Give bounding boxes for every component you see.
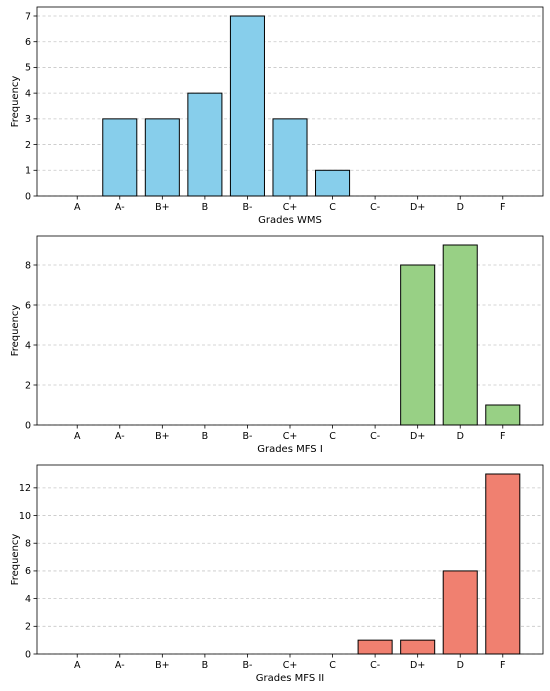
x-tick-label: C- bbox=[370, 660, 380, 671]
x-tick-label: D bbox=[457, 660, 464, 671]
bar-C+ bbox=[272, 118, 308, 197]
x-tick-label: D+ bbox=[410, 202, 425, 213]
x-tick-label: F bbox=[500, 202, 505, 213]
x-tick-label: B+ bbox=[155, 660, 169, 671]
y-tick-label: 8 bbox=[25, 539, 31, 550]
bar-F bbox=[485, 404, 521, 426]
y-tick-label: 0 bbox=[25, 191, 31, 202]
y-tick-label: 2 bbox=[25, 380, 31, 391]
y-tick-label: 7 bbox=[25, 11, 31, 22]
bar-A- bbox=[102, 118, 138, 197]
x-tick-label: F bbox=[500, 660, 505, 671]
y-tick-label: 1 bbox=[25, 166, 31, 177]
bar-D bbox=[442, 244, 478, 426]
y-tick-label: 10 bbox=[19, 511, 31, 522]
bar-B bbox=[187, 92, 223, 197]
x-tick-label: B- bbox=[242, 202, 252, 213]
bar-D+ bbox=[400, 264, 436, 426]
y-tick-label: 6 bbox=[25, 566, 31, 577]
y-tick-label: 3 bbox=[25, 114, 31, 125]
y-axis-label: Frequency bbox=[10, 534, 21, 586]
chart-panel-2: 0 2 4 6 8 A A- B+ B B- C+ C C- D+ D F Grades MFS I Freque… bbox=[10, 235, 544, 455]
bar-F bbox=[485, 473, 521, 655]
y-tick-label: 2 bbox=[25, 622, 31, 633]
x-tick-label: B- bbox=[242, 431, 252, 442]
y-tick-label: 4 bbox=[25, 340, 31, 351]
y-tick-label: 0 bbox=[25, 420, 31, 431]
x-tick-label: B bbox=[202, 431, 209, 442]
x-tick-label: C- bbox=[370, 202, 380, 213]
bar-D+ bbox=[400, 639, 436, 655]
bar-C bbox=[315, 169, 351, 197]
x-tick-label: A- bbox=[115, 202, 125, 213]
y-tick-label: 4 bbox=[25, 594, 31, 605]
x-tick-label: A- bbox=[115, 660, 125, 671]
bar-B- bbox=[229, 15, 265, 197]
y-axis-label: Frequency bbox=[10, 305, 21, 357]
x-axis-label: Grades WMS bbox=[258, 215, 322, 226]
y-tick-label: 4 bbox=[25, 88, 31, 99]
bar-C- bbox=[357, 639, 393, 655]
x-tick-label: B bbox=[202, 202, 209, 213]
x-tick-label: D+ bbox=[410, 431, 425, 442]
y-tick-label: 2 bbox=[25, 140, 31, 151]
y-tick-label: 6 bbox=[25, 300, 31, 311]
x-tick-label: C bbox=[329, 431, 336, 442]
x-tick-label: D bbox=[457, 202, 464, 213]
x-tick-label: C+ bbox=[283, 431, 298, 442]
x-tick-label: A- bbox=[115, 431, 125, 442]
x-tick-label: D bbox=[457, 431, 464, 442]
x-tick-label: B bbox=[202, 660, 209, 671]
bar-D bbox=[442, 570, 478, 655]
bar-B+ bbox=[144, 118, 180, 197]
x-tick-label: A bbox=[74, 431, 81, 442]
x-tick-label: C bbox=[329, 202, 336, 213]
y-tick-label: 5 bbox=[25, 63, 31, 74]
y-tick-label: 12 bbox=[19, 483, 31, 494]
x-tick-label: B- bbox=[242, 660, 252, 671]
y-tick-label: 8 bbox=[25, 260, 31, 271]
x-tick-label: A bbox=[74, 660, 81, 671]
x-tick-label: D+ bbox=[410, 660, 425, 671]
chart-panel-3: 0 2 4 6 8 10 12 A A- B+ B B- C+ C C- D+ D F Grades MFS II F… bbox=[10, 464, 544, 684]
x-tick-label: C- bbox=[370, 431, 380, 442]
y-tick-label: 6 bbox=[25, 37, 31, 48]
x-tick-label: C bbox=[329, 660, 336, 671]
chart-panel-1: 0 1 2 3 4 5 6 7 A A- B+ B B- C+ C C- D+ D F Grades WMS Frequ… bbox=[10, 6, 544, 226]
x-tick-label: C+ bbox=[283, 660, 298, 671]
x-axis-label: Grades MFS II bbox=[256, 673, 325, 684]
x-tick-label: B+ bbox=[155, 431, 169, 442]
x-tick-label: F bbox=[500, 431, 505, 442]
x-tick-label: A bbox=[74, 202, 81, 213]
x-axis-label: Grades MFS I bbox=[257, 444, 323, 455]
x-tick-label: B+ bbox=[155, 202, 169, 213]
y-axis-label: Frequency bbox=[10, 76, 21, 128]
x-tick-label: C+ bbox=[283, 202, 298, 213]
y-tick-label: 0 bbox=[25, 649, 31, 660]
